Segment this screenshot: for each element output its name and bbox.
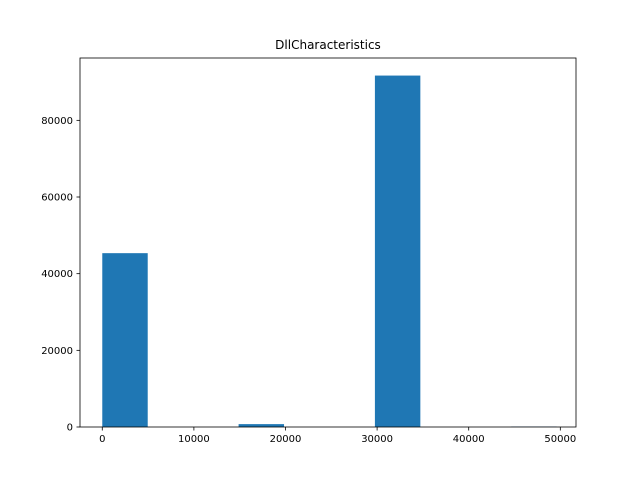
chart-title: DllCharacteristics bbox=[275, 38, 381, 52]
plot-frame bbox=[79, 57, 577, 428]
histogram-bar bbox=[238, 424, 285, 427]
x-tick-label: 0 bbox=[99, 434, 105, 445]
y-tick-label: 0 bbox=[67, 423, 73, 434]
histogram-bar bbox=[102, 253, 148, 427]
x-tick-label: 30000 bbox=[361, 434, 393, 445]
y-tick-label: 80000 bbox=[41, 116, 73, 127]
bars-group bbox=[102, 75, 557, 428]
x-tick-label: 50000 bbox=[544, 434, 576, 445]
y-tick-label: 60000 bbox=[41, 193, 73, 204]
histogram-bar bbox=[374, 75, 421, 428]
x-tick-label: 20000 bbox=[270, 434, 302, 445]
x-axis-ticks: 0 10000 20000 30000 40000 50000 bbox=[99, 427, 576, 445]
y-tick-label: 40000 bbox=[41, 269, 73, 280]
x-tick-label: 40000 bbox=[453, 434, 485, 445]
y-axis-ticks: 0 20000 40000 60000 80000 bbox=[41, 116, 80, 434]
x-tick-label: 10000 bbox=[178, 434, 210, 445]
y-tick-label: 20000 bbox=[41, 346, 73, 357]
